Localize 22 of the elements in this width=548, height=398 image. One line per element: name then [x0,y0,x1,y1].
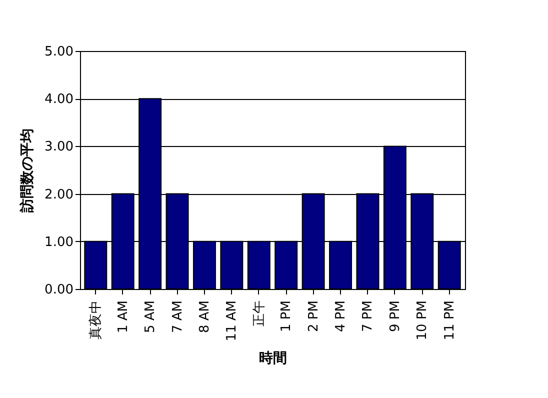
x-tick-label: 7 PM [360,300,376,332]
y-tick-label: 4.00 [44,92,74,108]
y-tick-label: 5.00 [44,44,74,60]
x-tick-label: 7 AM [170,300,186,334]
x-tick-label: 8 AM [197,300,212,334]
x-tick-label: 9 PM [388,300,403,332]
x-tick-label: 11 PM [442,300,458,340]
y-tick-label: 1.00 [44,234,74,250]
x-tick-label: 正午 [252,300,267,326]
y-tick-label: 2.00 [44,187,74,202]
x-tick-label: 真夜中 [88,300,104,340]
y-tick-label: 0.00 [44,282,74,298]
x-axis-title: 時間 [259,350,287,366]
x-tick-label: 1 AM [116,300,131,334]
x-tick-label: 10 PM [415,300,430,340]
y-tick-label: 3.00 [44,140,74,155]
x-tick-label: 11 AM [224,300,240,342]
y-axis-title: 訪問数の平均 [18,128,36,214]
x-tick-label: 1 PM [279,300,294,332]
x-tick-label: 4 PM [334,300,349,332]
x-tick-label: 2 PM [306,300,322,332]
x-tick-label: 5 AM [143,300,158,334]
